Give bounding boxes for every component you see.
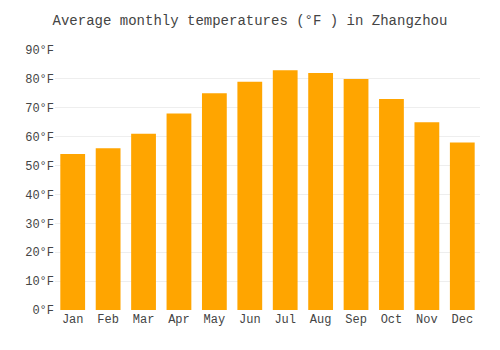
- svg-text:Jan: Jan: [62, 313, 84, 327]
- svg-text:40°F: 40°F: [25, 189, 54, 203]
- svg-text:30°F: 30°F: [25, 218, 54, 232]
- svg-text:Sep: Sep: [345, 313, 367, 327]
- svg-text:Jun: Jun: [239, 313, 261, 327]
- svg-text:Apr: Apr: [168, 313, 190, 327]
- svg-text:Average monthly temperatures (: Average monthly temperatures (°F ) in Zh…: [53, 13, 448, 29]
- svg-text:Aug: Aug: [310, 313, 332, 327]
- svg-text:80°F: 80°F: [25, 73, 54, 87]
- svg-text:10°F: 10°F: [25, 275, 54, 289]
- svg-text:Feb: Feb: [97, 313, 119, 327]
- svg-text:Nov: Nov: [416, 313, 438, 327]
- svg-text:May: May: [204, 313, 226, 327]
- svg-text:Jul: Jul: [274, 313, 296, 327]
- svg-text:90°F: 90°F: [25, 44, 54, 58]
- svg-text:Mar: Mar: [133, 313, 155, 327]
- svg-text:60°F: 60°F: [25, 131, 54, 145]
- svg-text:70°F: 70°F: [25, 102, 54, 116]
- svg-text:Dec: Dec: [451, 313, 473, 327]
- svg-text:Oct: Oct: [381, 313, 403, 327]
- svg-text:0°F: 0°F: [32, 304, 54, 318]
- svg-text:50°F: 50°F: [25, 160, 54, 174]
- svg-text:20°F: 20°F: [25, 246, 54, 260]
